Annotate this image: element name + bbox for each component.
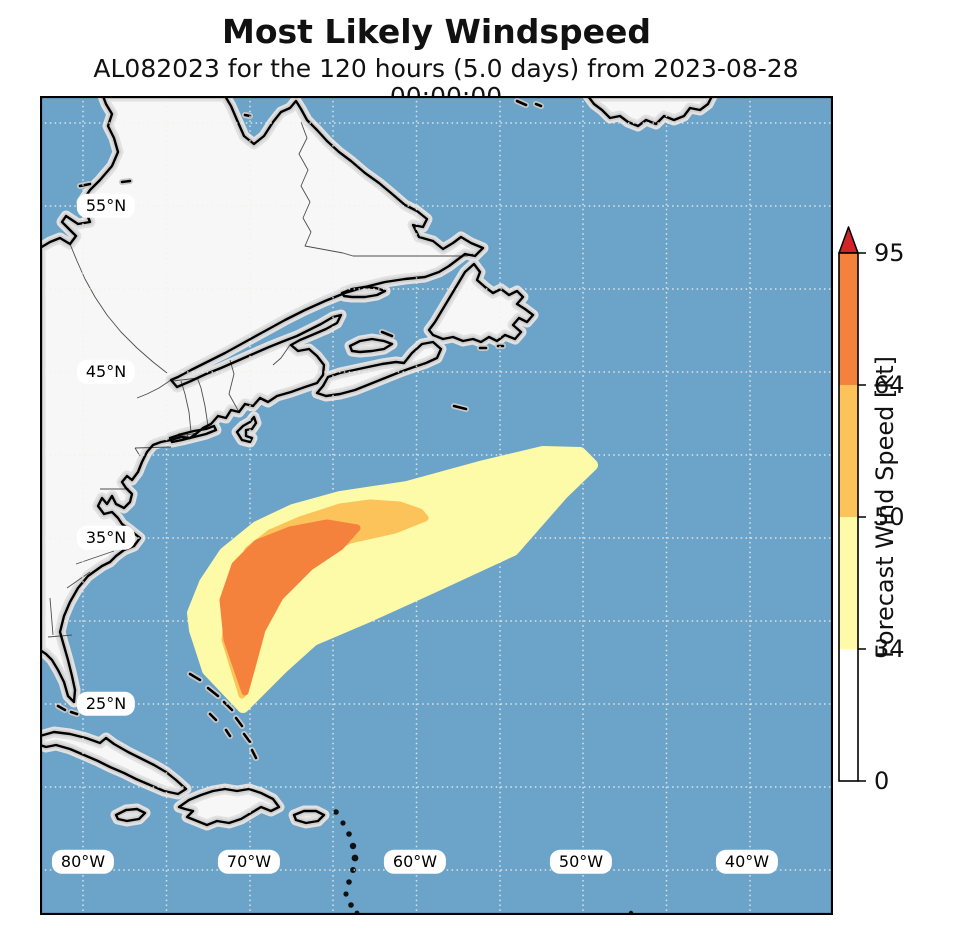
- small-islands: [55, 98, 634, 915]
- colorbar: 95 64 50 34 0: [838, 224, 965, 824]
- cb-seg-0-34: [839, 649, 858, 781]
- lat-label-35n: 35°N: [76, 525, 136, 551]
- cb-tick-34: 34: [874, 635, 905, 663]
- lon-label-50w: 50°W: [549, 849, 613, 875]
- cb-tick-50: 50: [874, 503, 905, 531]
- cb-seg-34-50: [839, 517, 858, 649]
- colorbar-canvas: [838, 226, 866, 782]
- lon-label-70w: 70°W: [217, 849, 281, 875]
- lon-label-40w: 40°W: [715, 849, 779, 875]
- over-arrow: [838, 226, 859, 254]
- map-frame: [40, 96, 833, 915]
- wind-swath: [187, 446, 598, 713]
- cb-ticks: [858, 252, 866, 782]
- lon-label-60w: 60°W: [383, 849, 447, 875]
- swath-64kt: [219, 519, 361, 696]
- cb-tick-0: 0: [874, 767, 890, 795]
- map-area: 55°N 45°N 35°N 25°N 80°W 70°W 60°W 50°W …: [40, 96, 833, 915]
- cb-seg-64-95: [839, 253, 858, 385]
- swath-34kt: [187, 446, 598, 713]
- map-canvas: [40, 96, 833, 915]
- lon-label-80w: 80°W: [51, 849, 115, 875]
- lat-label-55n: 55°N: [76, 193, 136, 219]
- lat-label-25n: 25°N: [76, 691, 136, 717]
- cb-tick-64: 64: [874, 371, 905, 399]
- cb-tick-95: 95: [874, 239, 905, 267]
- cb-seg-50-64: [839, 385, 858, 517]
- lat-label-45n: 45°N: [76, 359, 136, 385]
- colorbar-axis-label: Forecast Wind Speed [kt]: [871, 355, 899, 659]
- chart-title: Most Likely Windspeed: [222, 12, 651, 51]
